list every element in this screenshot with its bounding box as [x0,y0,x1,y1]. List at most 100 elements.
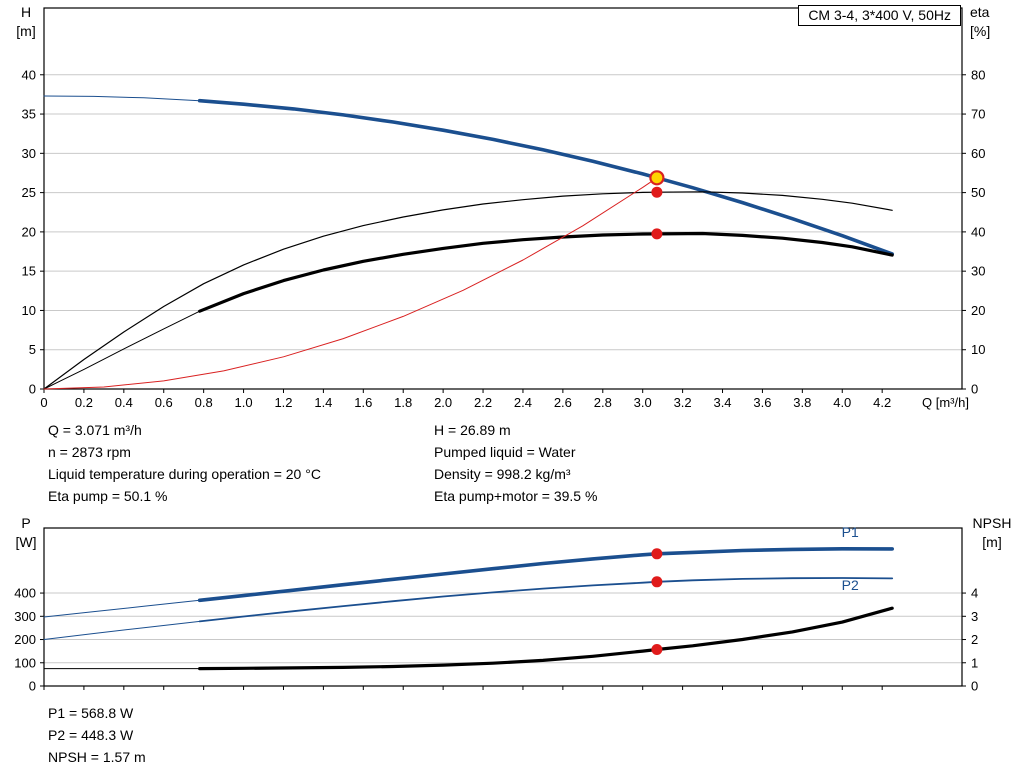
x-tick-label: 0.6 [155,395,173,410]
speed-value: n = 2873 rpm [48,444,131,460]
pump-title-box: CM 3-4, 3*400 V, 50Hz [798,5,961,26]
x-tick-label: 3.0 [634,395,652,410]
series-eta-pump-curve [43,191,893,390]
p2-value: P2 = 448.3 W [48,727,134,743]
series-P1-lead-in [43,599,201,618]
y-left-tick-label: 400 [14,586,36,601]
annotation-P2: P2 [842,577,859,593]
y-left-tick-label: 15 [22,264,36,279]
y-right-tick-label: 1 [971,655,978,670]
y-right-tick-label: 3 [971,609,978,624]
h-axis-title: H [m] [8,3,44,41]
x-tick-label: 4.2 [873,395,891,410]
power-npsh-data: P1 = 568.8 W P2 = 448.3 W NPSH = 1.57 m [48,702,146,768]
annotation-P1: P1 [842,524,859,540]
y-left-tick-label: 5 [29,342,36,357]
liquid-temperature-value: Liquid temperature during operation = 20… [48,466,321,482]
x-tick-label: 3.8 [793,395,811,410]
series-H-curve-lead-in [43,95,201,102]
p1-value: P1 = 568.8 W [48,705,134,721]
x-tick-label: 1.4 [314,395,332,410]
npsh-axis-label: NPSH [972,515,1012,531]
P1-operating-point-marker [651,548,663,560]
x-tick-label: 1.0 [235,395,253,410]
x-tick-label: 3.4 [713,395,731,410]
series-P1-curve [197,546,895,603]
y-left-tick-label: 0 [29,679,36,694]
y-right-tick-label: 60 [971,146,985,161]
y-right-tick-label: 80 [971,67,985,82]
h-axis-label: H [20,4,32,20]
x-tick-label: 3.6 [753,395,771,410]
eta-pump-operating-point-marker [651,186,663,198]
x-tick-label: 2.4 [514,395,532,410]
p-axis-title: P [W] [8,514,44,552]
h-axis-unit: [m] [16,23,36,39]
x-tick-label: 2.8 [594,395,612,410]
y-left-tick-label: 10 [22,303,36,318]
y-right-tick-label: 40 [971,224,985,239]
x-tick-label: 4.0 [833,395,851,410]
y-left-tick-label: 0 [29,382,36,397]
y-right-tick-label: 20 [971,303,985,318]
series-H-curve [197,98,895,256]
x-tick-label: 0 [40,395,47,410]
series-eta-pump-motor-curve [198,231,894,313]
x-tick-label: 2.6 [554,395,572,410]
x-axis-label: Q [m³/h] [922,395,969,410]
series-eta-pump-motor-lead-in [43,310,201,390]
y-left-tick-label: 30 [22,146,36,161]
eta-pump-motor-operating-point-marker [651,228,663,240]
series-P2-lead-in [43,620,201,640]
series-P2-curve [198,577,894,623]
y-left-tick-label: 40 [22,67,36,82]
eta-pump-motor-value: Eta pump+motor = 39.5 % [434,488,598,504]
flow-value: Q = 3.071 m³/h [48,422,142,438]
y-right-tick-label: 30 [971,264,985,279]
density-value: Density = 998.2 kg/m³ [434,466,571,482]
y-right-tick-label: 50 [971,185,985,200]
operating-data-left: Q = 3.071 m³/h n = 2873 rpm Liquid tempe… [48,419,321,507]
y-right-tick-label: 4 [971,586,978,601]
NPSH-operating-point-marker [651,644,663,655]
npsh-value: NPSH = 1.57 m [48,749,146,765]
y-right-tick-label: 0 [971,382,978,397]
y-right-tick-label: 0 [971,679,978,694]
y-left-tick-label: 300 [14,609,36,624]
P2-operating-point-marker [651,576,663,588]
plot-frame [43,527,963,687]
y-left-tick-label: 25 [22,185,36,200]
x-tick-label: 0.8 [195,395,213,410]
y-left-tick-label: 200 [14,632,36,647]
y-right-tick-label: 2 [971,632,978,647]
duty-point-marker [649,170,665,186]
eta-axis-unit: [%] [970,23,991,39]
x-tick-label: 1.6 [354,395,372,410]
power-npsh-chart: 0 100 200 300 400 0 1 2 3 4 P1 P2 [14,524,978,694]
x-tick-label: 2.0 [434,395,452,410]
series-system-curve [43,177,658,390]
y-right-tick-label: 10 [971,342,985,357]
y-left-tick-label: 35 [22,107,36,122]
x-tick-label: 1.8 [394,395,412,410]
npsh-axis-unit: [m] [982,534,1002,550]
plot-frame [43,7,963,390]
x-tick-label: 1.2 [274,395,292,410]
y-left-tick-label: 100 [14,655,36,670]
x-tick-label: 3.2 [674,395,692,410]
operating-data-right: H = 26.89 m Pumped liquid = Water Densit… [434,419,597,507]
x-tick-label: 2.2 [474,395,492,410]
eta-pump-value: Eta pump = 50.1 % [48,488,168,504]
pumped-liquid-value: Pumped liquid = Water [434,444,576,460]
y-left-tick-label: 20 [22,224,36,239]
p-axis-label: P [21,515,31,531]
eta-axis-title: eta [%] [970,3,1020,41]
x-tick-label: 0.2 [75,395,93,410]
x-tick-label: 0.4 [115,395,133,410]
series-NPSH-curve [198,606,894,671]
head-value: H = 26.89 m [434,422,511,438]
p-axis-unit: [W] [15,534,37,550]
eta-axis-label: eta [970,4,990,20]
npsh-axis-title: NPSH [m] [962,514,1022,552]
